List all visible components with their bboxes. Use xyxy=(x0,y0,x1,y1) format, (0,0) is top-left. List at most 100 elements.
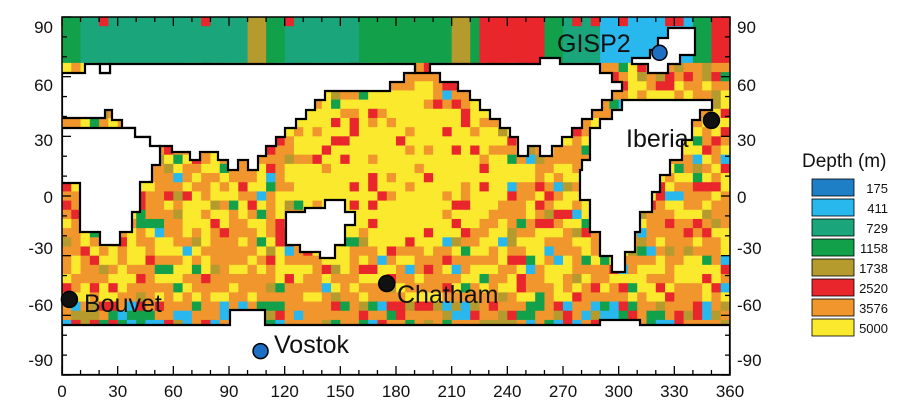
depth-cell xyxy=(154,53,165,64)
depth-cell xyxy=(692,292,703,302)
depth-cell xyxy=(627,301,638,312)
depth-cell xyxy=(572,200,582,211)
depth-cell xyxy=(637,35,647,45)
depth-cell xyxy=(405,310,415,321)
depth-cell xyxy=(321,255,332,266)
depth-cell xyxy=(238,218,248,229)
depth-cell xyxy=(358,145,369,156)
depth-cell xyxy=(488,218,499,229)
depth-cell xyxy=(460,117,471,128)
depth-cell xyxy=(627,62,638,73)
depth-cell xyxy=(238,255,248,266)
depth-cell xyxy=(210,218,221,229)
depth-cell xyxy=(553,246,564,257)
depth-cell xyxy=(423,218,434,229)
depth-cell xyxy=(62,246,72,257)
depth-cell xyxy=(182,255,193,266)
depth-cell xyxy=(609,44,620,55)
depth-cell xyxy=(470,26,480,36)
depth-cell xyxy=(423,237,434,247)
depth-cell xyxy=(460,163,471,174)
depth-cell xyxy=(451,35,462,45)
depth-cell xyxy=(590,264,601,275)
depth-cell xyxy=(581,136,592,146)
depth-cell xyxy=(414,200,425,211)
depth-cell xyxy=(173,301,184,312)
depth-cell xyxy=(201,292,211,302)
depth-cell xyxy=(442,127,453,137)
depth-cell xyxy=(182,200,193,211)
depth-cell xyxy=(572,44,582,55)
depth-cell xyxy=(266,274,276,284)
depth-cell xyxy=(377,218,388,229)
depth-cell xyxy=(358,26,369,36)
depth-cell xyxy=(442,163,453,174)
depth-cell xyxy=(201,237,211,247)
depth-cell xyxy=(683,228,694,238)
depth-cell xyxy=(674,81,685,91)
depth-cell xyxy=(340,264,351,275)
depth-cell xyxy=(256,200,267,211)
depth-cell xyxy=(572,228,582,238)
depth-cell xyxy=(358,274,369,284)
depth-cell xyxy=(544,255,555,266)
depth-cell xyxy=(525,283,536,293)
depth-cell xyxy=(349,182,360,192)
depth-cell xyxy=(396,53,406,64)
depth-cell xyxy=(702,127,712,137)
depth-cell xyxy=(136,26,146,36)
depth-cell xyxy=(674,17,685,27)
depth-cell xyxy=(618,81,629,91)
depth-cell xyxy=(460,90,471,101)
depth-cell xyxy=(284,44,295,55)
depth-cell xyxy=(572,292,582,302)
depth-cell xyxy=(507,237,518,247)
depth-cell xyxy=(637,274,647,284)
depth-cell xyxy=(423,191,434,201)
depth-cell xyxy=(423,90,434,101)
depth-cell xyxy=(600,274,610,284)
x-tick-label-180: 180 xyxy=(382,382,410,401)
depth-cell xyxy=(368,117,378,128)
depth-cell xyxy=(553,301,564,312)
depth-cell xyxy=(423,72,434,82)
depth-cell xyxy=(293,117,304,128)
depth-cell xyxy=(293,17,304,27)
depth-cell xyxy=(136,283,146,293)
depth-cell xyxy=(377,90,388,101)
depth-cell xyxy=(182,53,193,64)
depth-cell xyxy=(247,292,258,302)
depth-cell xyxy=(488,53,499,64)
depth-cell xyxy=(479,246,490,257)
depth-cell xyxy=(414,62,425,73)
depth-cell xyxy=(600,301,610,312)
depth-cell xyxy=(525,17,536,27)
depth-cell xyxy=(553,218,564,229)
depth-cell xyxy=(145,35,156,45)
depth-cell xyxy=(349,274,360,284)
depth-cell xyxy=(525,264,536,275)
depth-cell xyxy=(544,218,555,229)
y-tick-label-right-30: 30 xyxy=(737,131,756,150)
depth-cell xyxy=(442,26,453,36)
depth-cell xyxy=(405,191,415,201)
depth-cell xyxy=(692,154,703,165)
depth-cell xyxy=(702,228,712,238)
depth-cell xyxy=(470,301,480,312)
depth-cell xyxy=(618,283,629,293)
depth-cell xyxy=(210,274,221,284)
depth-cell xyxy=(89,301,100,312)
depth-cell xyxy=(312,264,323,275)
depth-cell xyxy=(470,99,480,110)
depth-cell xyxy=(442,90,453,101)
depth-cell xyxy=(637,310,647,321)
depth-cell xyxy=(414,228,425,238)
depth-cell xyxy=(164,145,174,156)
depth-cell xyxy=(154,283,165,293)
depth-cell xyxy=(627,44,638,55)
depth-cell xyxy=(563,26,573,36)
depth-cell xyxy=(266,191,276,201)
depth-cell xyxy=(293,182,304,192)
depth-cell xyxy=(516,17,527,27)
